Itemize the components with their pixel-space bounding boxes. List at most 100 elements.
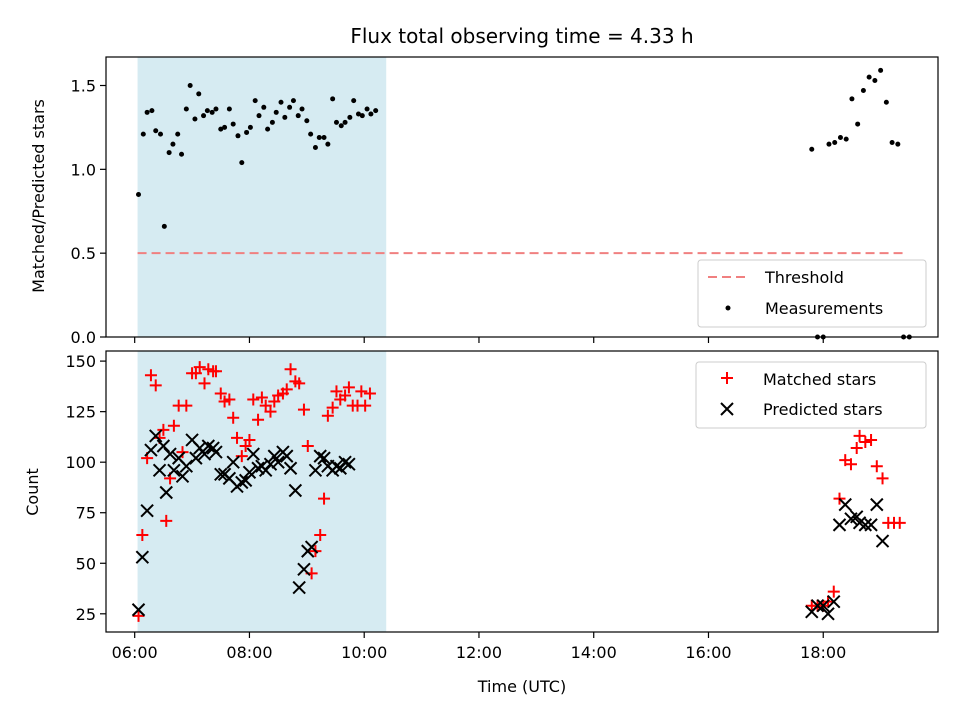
measurement-point — [204, 108, 210, 114]
predicted-star-point — [338, 455, 352, 469]
measurement-point — [338, 123, 344, 129]
legend-matched-swatch — [721, 372, 733, 384]
bottom-x-tick-label: 18:00 — [800, 643, 846, 662]
bottom-y-axis-label: Count — [23, 468, 42, 516]
measurement-point — [837, 134, 843, 140]
bottom-y-tick-label: 125 — [65, 403, 96, 422]
measurement-point — [872, 77, 878, 83]
measurement-point — [826, 141, 832, 147]
matched-star-point — [355, 385, 368, 398]
measurement-point — [252, 98, 258, 104]
top-panel: 0.0 0.5 1.0 1.5 Matched/Predicted stars Thr… — [29, 56, 939, 347]
matched-star-point — [853, 429, 866, 442]
measurement-point — [136, 191, 142, 197]
predicted-star-point — [263, 457, 278, 471]
legend-threshold-label: Threshold — [764, 268, 844, 287]
predicted-star-point — [144, 443, 158, 457]
matched-star-point — [321, 409, 334, 422]
predicted-star-point — [189, 451, 203, 465]
measurement-point — [342, 119, 348, 125]
measurement-point — [201, 113, 207, 119]
predicted-star-point — [317, 451, 331, 465]
measurements-series — [136, 67, 912, 340]
predicted-star-point — [251, 461, 265, 475]
predicted-star-point — [242, 465, 257, 480]
predicted-star-point — [226, 455, 240, 469]
measurement-point — [222, 124, 228, 130]
top-x-axis-ticks — [134, 337, 824, 343]
top-y-tick-label: 1.5 — [71, 77, 96, 96]
predicted-star-point — [175, 469, 190, 484]
matched-star-point — [231, 431, 244, 444]
predicted-star-point — [870, 497, 884, 512]
predicted-star-point — [288, 483, 303, 498]
measurement-point — [144, 109, 150, 115]
predicted-star-point — [197, 447, 212, 461]
bottom-x-tick-label: 08:00 — [226, 643, 272, 662]
matched-star-point — [193, 361, 206, 374]
measurement-point — [304, 118, 310, 124]
bottom-x-axis-ticks: 06:00 08:00 10:00 12:00 14:00 16:00 18:00 — [112, 632, 846, 662]
matched-star-point — [293, 377, 306, 390]
predicted-star-point — [167, 463, 181, 477]
bottom-y-axis-ticks: 25 50 75 100 125 150 — [65, 352, 106, 624]
matched-star-point — [859, 435, 872, 448]
predicted-star-point — [149, 429, 163, 443]
top-y-axis-label: Matched/Predicted stars — [29, 99, 48, 293]
matched-star-point — [850, 442, 863, 455]
measurement-point — [213, 106, 219, 112]
predicted-star-point — [267, 449, 282, 463]
bottom-legend-box — [695, 361, 927, 429]
bottom-x-tick-label: 16:00 — [685, 643, 731, 662]
measurement-point — [809, 146, 815, 152]
matched-star-point — [893, 516, 906, 529]
measurement-point — [878, 67, 884, 73]
top-y-tick-label: 1.0 — [71, 160, 96, 179]
matched-star-point — [301, 440, 314, 453]
matched-star-point — [342, 381, 355, 394]
matched-star-point — [136, 528, 149, 541]
matched-star-point — [314, 528, 327, 541]
predicted-star-point — [313, 449, 327, 463]
matched-star-point — [144, 369, 157, 382]
matched-star-point — [223, 393, 236, 406]
bottom-legend: Matched stars Predicted stars — [695, 361, 927, 429]
measurement-point — [278, 99, 284, 105]
bottom-y-tick-label: 150 — [65, 352, 96, 371]
bottom-y-tick-label: 50 — [76, 554, 96, 573]
predicted-stars-series — [131, 429, 890, 621]
measurement-point — [149, 108, 155, 114]
measurement-point — [282, 114, 288, 120]
measurement-point — [290, 98, 296, 104]
measurement-point — [299, 106, 305, 112]
measurement-point — [368, 111, 374, 117]
predicted-star-point — [246, 447, 260, 461]
measurement-point — [889, 140, 895, 146]
matched-star-point — [167, 419, 180, 432]
measurement-point — [239, 160, 245, 166]
predicted-star-point — [308, 463, 323, 477]
predicted-star-point — [179, 459, 194, 473]
measurement-point — [187, 83, 193, 89]
measurement-point — [325, 141, 331, 147]
top-y-tick-label: 0.5 — [71, 244, 96, 263]
measurement-point — [312, 145, 318, 151]
measurement-point — [287, 104, 293, 110]
top-shaded-region — [137, 57, 387, 337]
measurement-point — [166, 150, 172, 156]
figure-title: Flux total observing time = 4.33 h — [350, 24, 693, 48]
matched-star-point — [268, 395, 281, 408]
measurement-point — [883, 99, 889, 105]
matched-star-point — [876, 472, 889, 485]
predicted-star-point — [342, 457, 356, 471]
x-axis-label: Time (UTC) — [477, 677, 566, 696]
matched-star-point — [132, 609, 145, 622]
predicted-star-point — [271, 455, 285, 469]
measurement-point — [273, 109, 279, 115]
matched-star-point — [239, 440, 252, 453]
measurement-point — [860, 88, 866, 94]
predicted-star-point — [304, 540, 319, 554]
predicted-star-point — [280, 449, 294, 463]
measurement-point — [265, 126, 271, 132]
matched-star-point — [264, 405, 277, 418]
